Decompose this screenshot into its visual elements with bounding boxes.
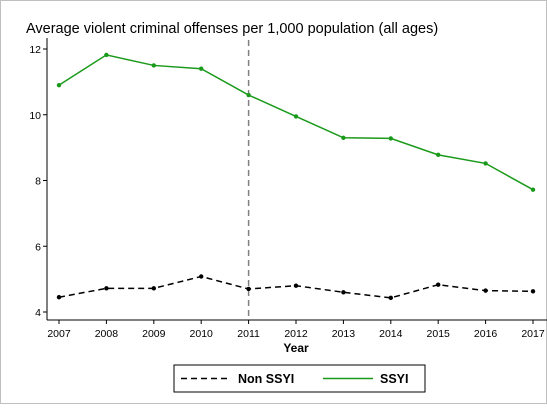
y-tick-label: 6 <box>35 241 41 253</box>
data-point-ssyi <box>483 161 488 166</box>
data-point-ssyi <box>436 152 441 158</box>
data-point-non-ssyi <box>483 288 488 293</box>
chart-title: Average violent criminal offenses per 1,… <box>26 21 438 37</box>
x-tick-label: 2008 <box>95 328 119 340</box>
y-tick-label: 10 <box>29 110 41 122</box>
x-tick-label: 2014 <box>379 328 403 340</box>
x-tick-label: 2012 <box>284 328 308 340</box>
data-point-ssyi <box>199 66 204 71</box>
data-point-non-ssyi <box>530 289 536 294</box>
data-point-ssyi <box>151 63 156 68</box>
legend-label-non-ssyi: Non SSYI <box>238 372 294 386</box>
data-point-ssyi <box>341 135 346 140</box>
data-point-non-ssyi <box>151 286 156 291</box>
y-tick-label: 8 <box>35 176 41 188</box>
data-point-non-ssyi <box>341 290 346 295</box>
data-point-ssyi <box>56 82 62 88</box>
data-point-ssyi <box>246 92 251 98</box>
data-point-ssyi <box>293 114 299 119</box>
x-tick-label: 2017 <box>521 328 545 340</box>
data-point-non-ssyi <box>56 295 62 300</box>
legend-label-ssyi: SSYI <box>380 372 409 386</box>
y-axis-ticks: 4 6 8 10 12 <box>29 44 47 319</box>
x-axis-ticks: 2007 2008 2009 2010 2011 2012 2013 2014 2015 2016… <box>47 320 545 340</box>
y-tick-label: 12 <box>29 44 41 56</box>
data-point-non-ssyi <box>293 283 299 288</box>
x-tick-label: 2010 <box>190 328 214 340</box>
data-point-ssyi <box>104 52 109 58</box>
x-tick-label: 2007 <box>47 328 71 340</box>
x-tick-label: 2011 <box>237 328 260 340</box>
x-tick-label: 2015 <box>427 328 451 340</box>
series-line-ssyi <box>58 54 534 191</box>
data-point-non-ssyi <box>388 295 393 301</box>
y-tick-label: 4 <box>35 307 41 319</box>
data-point-non-ssyi <box>199 274 204 279</box>
x-axis-title: Year <box>283 341 309 355</box>
data-point-non-ssyi <box>436 282 441 287</box>
x-tick-label: 2013 <box>332 328 356 340</box>
data-point-non-ssyi <box>246 286 251 292</box>
series-layer <box>56 52 536 301</box>
x-tick-label: 2016 <box>474 328 498 340</box>
legend: Non SSYI SSYI <box>173 364 426 393</box>
x-tick-label: 2009 <box>142 328 166 340</box>
data-point-ssyi <box>388 136 393 141</box>
data-point-non-ssyi <box>104 286 109 291</box>
data-point-ssyi <box>530 187 536 192</box>
